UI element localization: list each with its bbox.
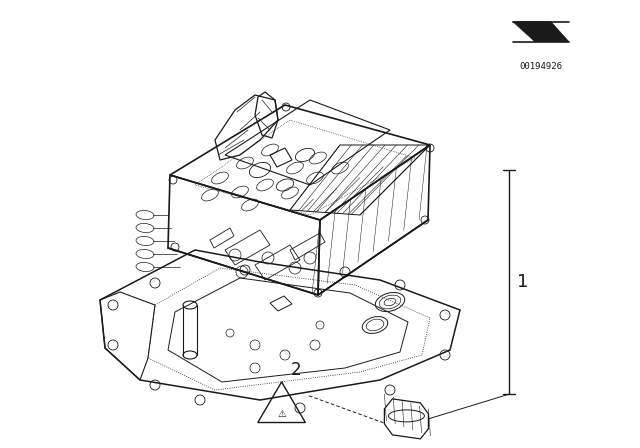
Text: 2: 2 (291, 361, 302, 379)
Polygon shape (513, 22, 569, 42)
Text: 1: 1 (517, 273, 528, 291)
Text: ⚠: ⚠ (277, 409, 286, 419)
Text: 00194926: 00194926 (519, 62, 563, 71)
